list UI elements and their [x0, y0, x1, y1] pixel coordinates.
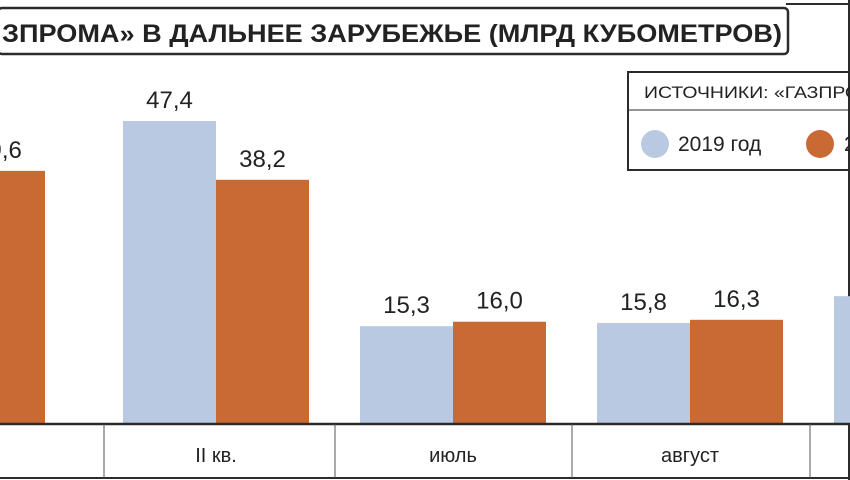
legend-label-2020: 2 — [844, 133, 850, 156]
data-label-series1-cat1: 38,2 — [239, 146, 286, 173]
legend: ИСТОЧНИКИ: «ГАЗПРО 2019 год 2 — [627, 71, 850, 171]
chart-title: ЗПРОМА» В ДАЛЬНЕЕ ЗАРУБЕЖЬЕ (МЛРД КУБОМЕ… — [2, 20, 782, 48]
title-banner — [0, 6, 790, 56]
bar-series0-cat3 — [597, 323, 690, 424]
legend-swatch-2020 — [806, 130, 834, 158]
bar-series1-cat0 — [0, 170, 45, 424]
data-label-series0-cat2: 15,3 — [383, 292, 430, 319]
category-label-1: II кв. — [195, 445, 237, 467]
legend-swatch-2019 — [641, 130, 669, 158]
bar-series1-cat3 — [690, 319, 783, 424]
bars-layer: 47,4 15,3 15,8 39,6 38,2 16,0 16,3 — [0, 87, 850, 424]
bar-series0-cat4 — [834, 296, 850, 424]
data-label-series1-cat0: 39,6 — [0, 137, 22, 164]
legend-label-2019: 2019 год — [678, 133, 761, 156]
category-label-2: июль — [429, 445, 477, 467]
data-label-series0-cat1: 47,4 — [146, 87, 193, 114]
category-separators — [103, 424, 811, 478]
category-label-3: август — [661, 445, 719, 467]
data-label-series0-cat3: 15,8 — [620, 289, 667, 316]
bar-series0-cat2 — [360, 326, 453, 424]
category-labels: II кв. июль август — [195, 445, 719, 467]
legend-frame — [627, 71, 850, 171]
bar-series0-cat1 — [123, 121, 216, 424]
source-label: ИСТОЧНИКИ: «ГАЗПРО — [644, 83, 850, 102]
bar-series1-cat1 — [216, 179, 309, 424]
bar-series1-cat2 — [453, 321, 546, 424]
data-label-series1-cat2: 16,0 — [476, 288, 523, 315]
data-label-series1-cat3: 16,3 — [713, 286, 760, 313]
